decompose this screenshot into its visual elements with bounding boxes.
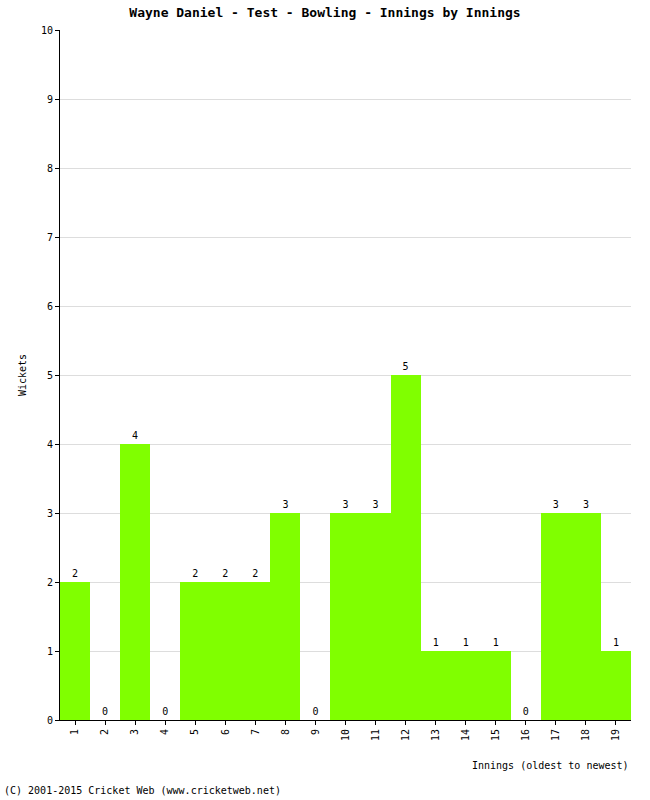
svg-text:4: 4 [159,729,170,735]
svg-text:0: 0 [312,706,318,717]
svg-text:3: 3 [583,499,589,510]
svg-text:5: 5 [47,370,53,381]
svg-text:18: 18 [580,729,591,741]
svg-text:8: 8 [47,163,53,174]
svg-text:2: 2 [47,577,53,588]
svg-text:(C) 2001-2015 Cricket Web (www: (C) 2001-2015 Cricket Web (www.cricketwe… [4,785,281,796]
svg-text:13: 13 [430,729,441,741]
svg-text:4: 4 [47,439,53,450]
svg-text:17: 17 [550,729,561,741]
svg-text:3: 3 [373,499,379,510]
svg-text:15: 15 [490,729,501,741]
svg-text:3: 3 [342,499,348,510]
svg-text:0: 0 [102,706,108,717]
svg-text:0: 0 [162,706,168,717]
svg-text:0: 0 [523,706,529,717]
svg-text:19: 19 [610,729,621,741]
svg-text:5: 5 [403,361,409,372]
svg-text:2: 2 [99,729,110,735]
svg-text:2: 2 [252,568,258,579]
svg-text:Innings (oldest to newest): Innings (oldest to newest) [472,760,629,771]
svg-text:4: 4 [132,430,138,441]
svg-text:Wickets: Wickets [17,354,28,396]
svg-text:10: 10 [340,729,351,741]
svg-text:1: 1 [433,637,439,648]
svg-text:9: 9 [47,94,53,105]
svg-text:1: 1 [613,637,619,648]
svg-text:3: 3 [129,729,140,735]
svg-text:6: 6 [47,301,53,312]
svg-text:7: 7 [47,232,53,243]
svg-text:Wayne Daniel - Test - Bowling: Wayne Daniel - Test - Bowling - Innings … [129,5,520,20]
svg-text:7: 7 [250,729,261,735]
svg-text:11: 11 [370,729,381,741]
svg-text:8: 8 [280,729,291,735]
svg-text:9: 9 [310,729,321,735]
svg-text:1: 1 [69,729,80,735]
svg-text:16: 16 [520,729,531,741]
svg-text:3: 3 [282,499,288,510]
svg-text:6: 6 [220,729,231,735]
svg-text:3: 3 [47,508,53,519]
svg-text:2: 2 [192,568,198,579]
svg-text:2: 2 [72,568,78,579]
svg-text:12: 12 [400,729,411,741]
svg-text:2: 2 [222,568,228,579]
svg-text:14: 14 [460,729,471,741]
svg-text:1: 1 [47,646,53,657]
svg-text:0: 0 [47,715,53,726]
svg-text:1: 1 [463,637,469,648]
svg-text:1: 1 [493,637,499,648]
svg-text:10: 10 [41,25,53,36]
svg-text:3: 3 [553,499,559,510]
svg-text:5: 5 [189,729,200,735]
